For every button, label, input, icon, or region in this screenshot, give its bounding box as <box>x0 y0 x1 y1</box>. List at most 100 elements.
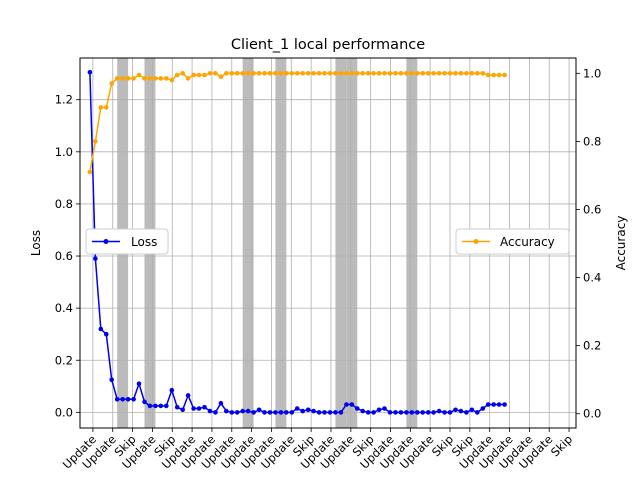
point-accuracy <box>185 76 191 81</box>
point-accuracy <box>436 71 442 76</box>
point-loss <box>491 402 497 407</box>
y-left-tick-label: 0.6 <box>55 249 73 263</box>
point-loss <box>344 402 349 407</box>
point-loss <box>147 403 153 409</box>
point-accuracy <box>453 71 458 76</box>
point-accuracy <box>120 76 125 81</box>
legend-accuracy-marker <box>473 239 479 244</box>
point-accuracy <box>207 71 213 76</box>
legend-loss: Loss <box>85 228 169 255</box>
point-loss <box>153 403 158 409</box>
point-loss <box>355 406 360 411</box>
point-accuracy <box>284 71 289 76</box>
point-loss <box>475 410 480 415</box>
point-loss <box>224 408 229 414</box>
point-accuracy <box>327 71 333 76</box>
point-loss <box>278 410 284 415</box>
point-loss <box>300 408 306 414</box>
point-loss <box>393 410 398 415</box>
point-accuracy <box>360 71 366 76</box>
point-accuracy <box>294 71 300 76</box>
legend-accuracy-label: Accuracy <box>500 235 555 249</box>
point-accuracy <box>349 71 355 76</box>
skip-band-2 <box>242 58 254 428</box>
legend-loss-marker <box>103 239 109 244</box>
point-accuracy <box>289 71 295 76</box>
point-loss <box>213 410 218 415</box>
point-loss <box>469 407 475 413</box>
point-loss <box>436 408 442 414</box>
point-loss <box>322 410 327 415</box>
y-left-tick-label: 0.8 <box>55 197 73 211</box>
point-loss <box>485 402 491 407</box>
point-loss <box>256 407 262 413</box>
y-left-tick-label: 0.2 <box>55 353 73 367</box>
point-loss <box>158 403 164 409</box>
point-accuracy <box>502 72 507 78</box>
point-loss <box>169 387 175 393</box>
point-loss <box>425 410 431 415</box>
point-accuracy <box>311 71 316 76</box>
point-loss <box>398 410 404 415</box>
point-loss <box>114 397 120 402</box>
point-accuracy <box>404 71 409 76</box>
point-accuracy <box>109 81 114 86</box>
point-accuracy <box>376 71 382 76</box>
point-loss <box>458 408 464 414</box>
y-left-tick-label: 1.2 <box>55 93 73 107</box>
point-loss <box>360 408 366 414</box>
point-accuracy <box>87 169 93 175</box>
point-accuracy <box>322 71 327 76</box>
point-loss <box>431 410 436 415</box>
point-loss <box>218 400 224 406</box>
point-accuracy <box>218 74 224 79</box>
point-accuracy <box>355 71 360 76</box>
y-left-axis-label: Loss <box>29 230 43 256</box>
point-loss <box>284 410 289 415</box>
point-loss <box>125 397 131 402</box>
point-loss <box>365 410 371 415</box>
y-right-tick-label: 0.2 <box>583 339 601 353</box>
point-accuracy <box>147 76 153 81</box>
point-accuracy <box>278 71 284 76</box>
series-lines <box>87 70 507 415</box>
point-accuracy <box>104 105 109 110</box>
point-loss <box>174 404 180 410</box>
point-loss <box>191 406 196 411</box>
legend-accuracy-box <box>455 228 570 255</box>
point-accuracy <box>480 71 486 76</box>
point-loss <box>442 410 447 415</box>
point-accuracy <box>338 71 344 76</box>
point-loss <box>415 410 420 415</box>
y-right-tick-label: 0.8 <box>583 134 601 148</box>
point-loss <box>420 410 426 415</box>
point-loss <box>120 397 125 402</box>
point-loss <box>294 406 300 411</box>
point-loss <box>131 397 136 402</box>
point-loss <box>229 410 235 415</box>
point-accuracy <box>464 71 469 76</box>
point-loss <box>87 70 93 75</box>
point-accuracy <box>442 71 447 76</box>
point-accuracy <box>153 76 158 81</box>
point-loss <box>93 256 98 261</box>
point-loss <box>496 402 502 407</box>
point-loss <box>273 410 278 415</box>
point-loss <box>136 381 142 387</box>
point-accuracy <box>425 71 431 76</box>
point-accuracy <box>136 72 142 78</box>
point-loss <box>316 410 322 415</box>
point-accuracy <box>245 71 251 76</box>
point-accuracy <box>180 71 185 76</box>
point-accuracy <box>469 71 475 76</box>
point-loss <box>104 331 109 337</box>
point-loss <box>447 410 453 415</box>
point-accuracy <box>131 76 136 81</box>
point-accuracy <box>267 71 273 76</box>
point-accuracy <box>93 139 98 144</box>
plot-frame <box>79 57 577 429</box>
point-accuracy <box>333 71 338 76</box>
point-loss <box>387 410 393 415</box>
point-loss <box>262 410 267 415</box>
